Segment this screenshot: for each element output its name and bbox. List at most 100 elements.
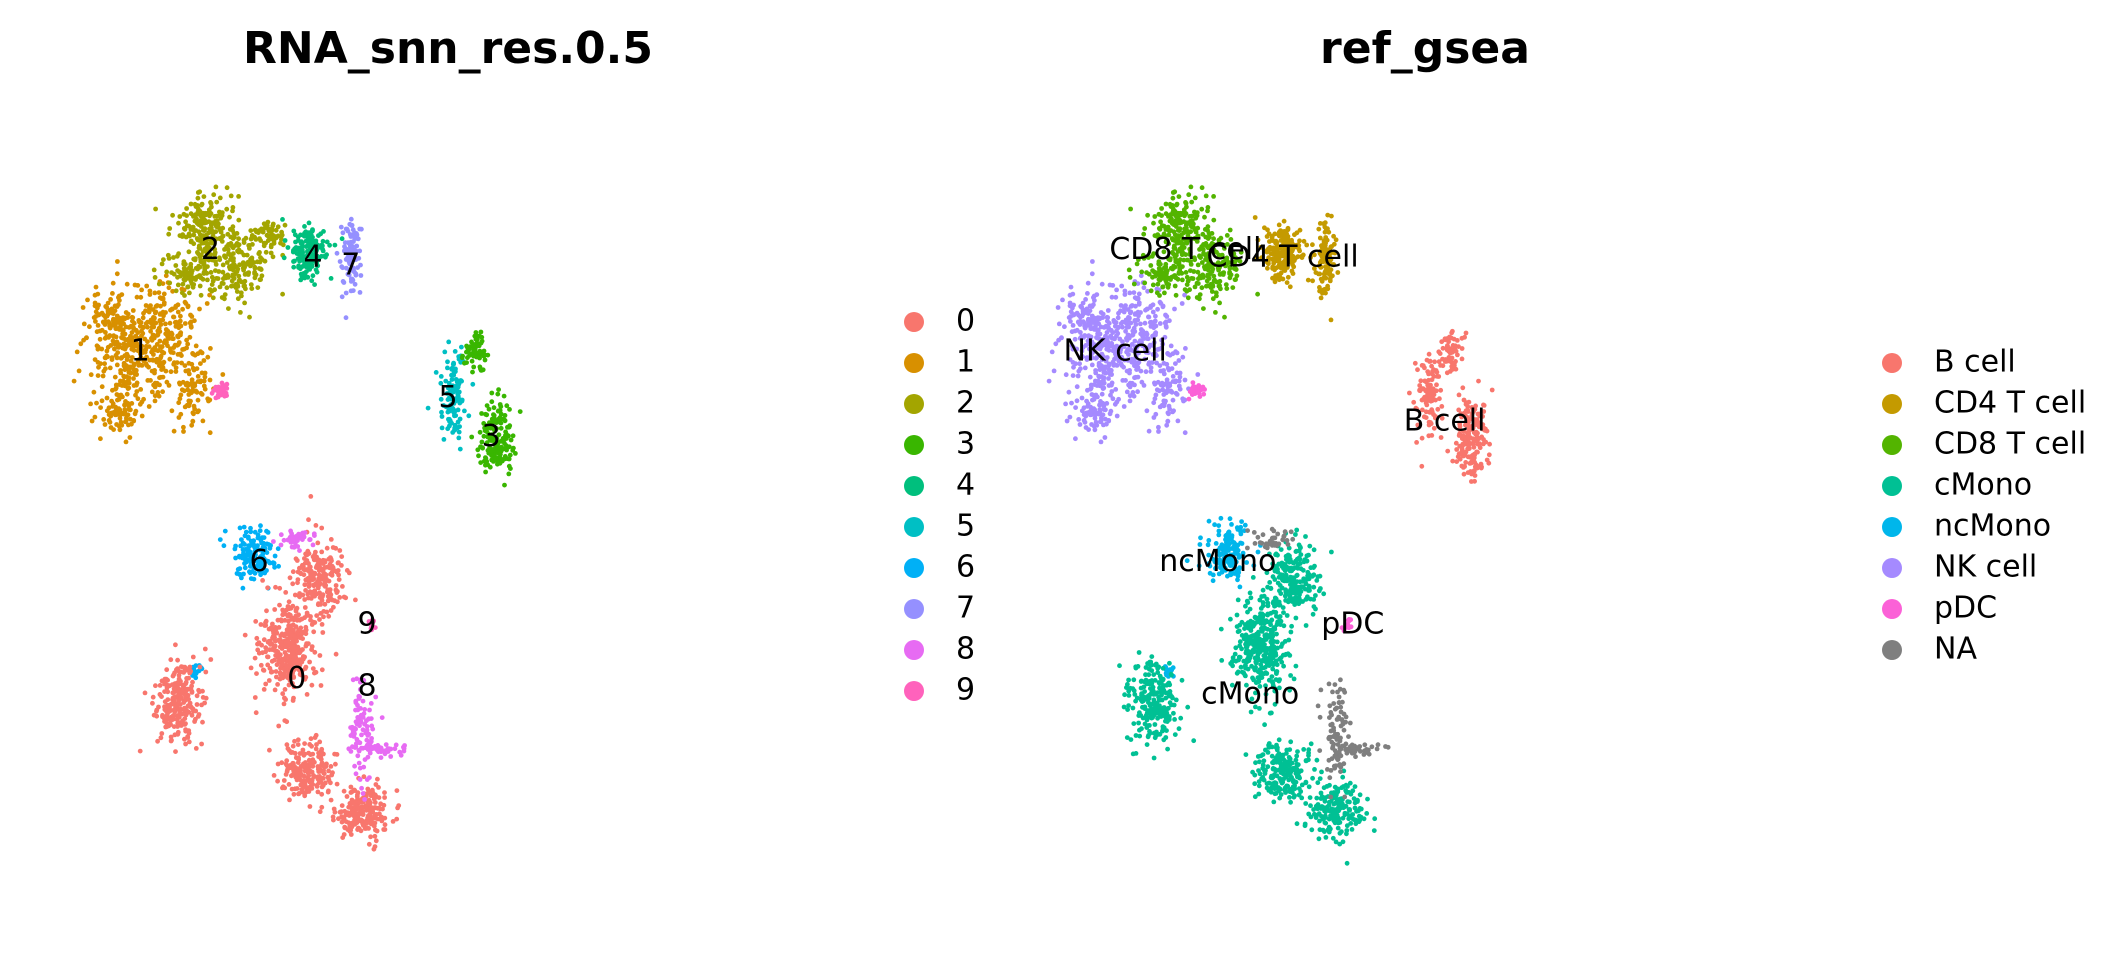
scatter-point bbox=[315, 789, 321, 795]
scatter-point bbox=[275, 617, 281, 623]
scatter-point bbox=[335, 599, 340, 605]
scatter-point bbox=[268, 234, 274, 240]
scatter-point bbox=[230, 228, 236, 233]
scatter-point bbox=[279, 237, 284, 243]
scatter-point bbox=[153, 683, 158, 689]
scatter-point bbox=[200, 688, 205, 694]
scatter-point bbox=[170, 336, 176, 342]
scatter-point bbox=[93, 319, 98, 324]
scatter-point bbox=[302, 556, 307, 561]
scatter-point bbox=[217, 284, 223, 290]
scatter-point bbox=[334, 569, 340, 575]
scatter-point bbox=[110, 318, 116, 323]
scatter-point bbox=[188, 211, 194, 217]
scatter-point bbox=[1148, 288, 1154, 294]
scatter-point bbox=[204, 248, 210, 254]
scatter-point bbox=[454, 388, 460, 393]
scatter-point bbox=[131, 418, 137, 424]
scatter-point bbox=[382, 790, 387, 795]
scatter-point bbox=[181, 211, 187, 217]
scatter-point bbox=[300, 789, 306, 795]
scatter-point bbox=[99, 384, 105, 390]
scatter-point bbox=[198, 257, 204, 262]
scatter-point bbox=[1109, 294, 1115, 300]
scatter-point bbox=[170, 673, 176, 679]
scatter-point bbox=[182, 404, 188, 410]
scatter-point bbox=[191, 256, 197, 262]
scatter-point bbox=[328, 537, 334, 542]
scatter-point bbox=[114, 339, 120, 345]
scatter-point bbox=[507, 407, 512, 412]
scatter-point bbox=[308, 736, 314, 742]
scatter-point bbox=[242, 565, 248, 571]
scatter-point bbox=[1109, 380, 1115, 386]
scatter-point bbox=[293, 239, 298, 245]
scatter-point bbox=[319, 549, 325, 555]
scatter-point bbox=[118, 419, 124, 425]
scatter-point bbox=[279, 760, 285, 766]
scatter-point bbox=[330, 770, 335, 776]
scatter-point bbox=[1201, 306, 1206, 311]
scatter-point bbox=[138, 294, 144, 300]
scatter-point bbox=[274, 648, 280, 654]
scatter-point bbox=[317, 560, 323, 566]
scatter-point bbox=[360, 809, 366, 815]
scatter-point bbox=[263, 681, 269, 687]
scatter-point bbox=[453, 398, 459, 404]
scatter-point bbox=[1179, 301, 1185, 306]
scatter-point bbox=[215, 276, 221, 281]
scatter-point bbox=[451, 370, 457, 375]
scatter-point bbox=[217, 195, 223, 201]
scatter-point bbox=[445, 359, 450, 365]
scatter-point bbox=[100, 373, 106, 379]
scatter-point bbox=[189, 361, 195, 367]
scatter-point bbox=[1148, 369, 1154, 374]
scatter-point bbox=[376, 795, 382, 800]
scatter-point bbox=[1277, 233, 1282, 239]
scatter-point bbox=[178, 313, 183, 319]
scatter-point bbox=[1146, 428, 1152, 434]
scatter-point bbox=[199, 392, 205, 397]
scatter-point bbox=[302, 582, 308, 588]
scatter-point bbox=[200, 418, 206, 424]
scatter-point bbox=[320, 238, 326, 244]
scatter-point bbox=[188, 398, 193, 404]
scatter-point bbox=[304, 778, 310, 783]
scatter-point bbox=[1120, 324, 1125, 330]
scatter-point bbox=[1087, 409, 1093, 415]
scatter-point bbox=[298, 625, 304, 631]
scatter-point bbox=[473, 330, 479, 335]
scatter-point bbox=[340, 265, 345, 271]
scatter-point bbox=[291, 264, 297, 270]
scatter-point bbox=[107, 325, 113, 331]
scatter-point bbox=[255, 285, 261, 290]
scatter-point bbox=[1213, 310, 1218, 315]
scatter-point bbox=[507, 423, 513, 429]
scatter-point bbox=[295, 663, 301, 669]
scatter-point bbox=[225, 231, 231, 237]
legend-label: 7 bbox=[956, 591, 975, 626]
scatter-point bbox=[298, 277, 304, 283]
scatter-point bbox=[259, 559, 265, 565]
scatter-point bbox=[184, 676, 190, 681]
scatter-point bbox=[156, 281, 162, 287]
scatter-point bbox=[175, 657, 181, 663]
scatter-point bbox=[306, 580, 312, 585]
cluster-0-points bbox=[137, 494, 402, 852]
scatter-point bbox=[131, 362, 137, 368]
scatter-point bbox=[275, 546, 281, 552]
scatter-point bbox=[312, 670, 317, 676]
scatter-point bbox=[1099, 415, 1104, 421]
scatter-point bbox=[294, 638, 299, 644]
scatter-point bbox=[1252, 215, 1258, 220]
scatter-point bbox=[1093, 321, 1099, 327]
scatter-point bbox=[1172, 283, 1178, 289]
scatter-point bbox=[197, 283, 203, 289]
scatter-point bbox=[252, 529, 258, 535]
scatter-point bbox=[1092, 315, 1097, 321]
scatter-point bbox=[195, 250, 200, 255]
scatter-point bbox=[317, 653, 323, 658]
scatter-point bbox=[327, 242, 332, 248]
scatter-point bbox=[224, 185, 230, 191]
